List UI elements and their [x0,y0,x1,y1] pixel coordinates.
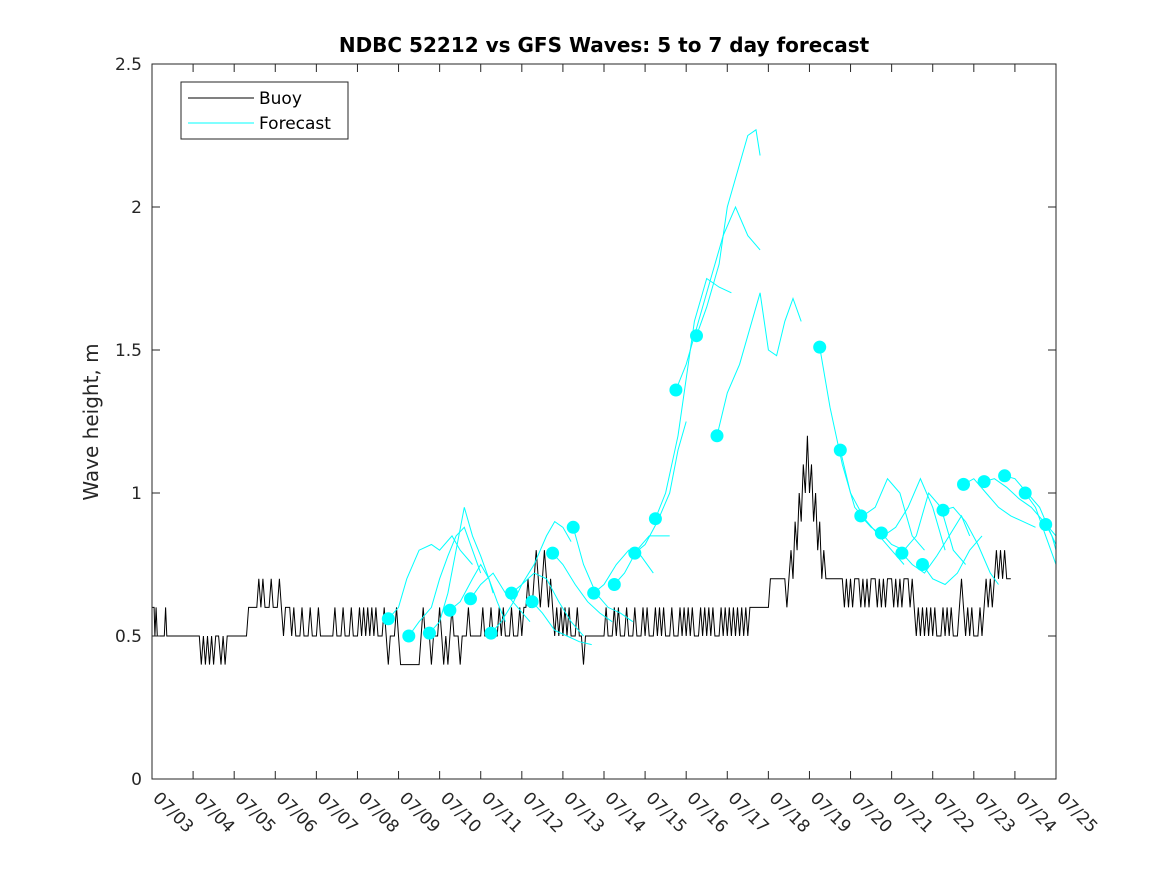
forecast-start-marker-6 [484,626,498,640]
forecast-series-line-20 [860,477,946,551]
series-layer [152,128,1056,666]
forecast-series-line-4 [449,563,506,622]
forecast-series-line-13 [634,421,687,554]
forecast-start-marker-21 [874,526,888,540]
forecast-start-marker-13 [628,546,642,560]
forecast-series-line-10 [572,527,634,623]
forecast-start-marker-18 [813,340,827,354]
forecast-series-line-17 [716,292,802,436]
forecast-start-marker-24 [936,503,950,517]
y-tick-label: 1 [131,484,142,504]
buoy-series-line [152,435,1011,666]
forecast-start-marker-26 [977,475,991,489]
forecast-start-marker-3 [422,626,436,640]
forecast-start-marker-28 [1018,486,1032,500]
forecast-start-marker-4 [443,603,457,617]
forecast-start-marker-22 [895,546,909,560]
legend-box [180,81,349,140]
legend: Buoy Forecast [180,81,349,140]
forecast-start-marker-11 [587,586,601,600]
forecast-start-marker-27 [998,469,1012,483]
y-tick-label: 1.5 [115,341,142,361]
forecast-series-line-15 [675,205,761,391]
forecast-start-marker-12 [607,578,621,591]
chart-title: NDBC 52212 vs GFS Waves: 5 to 7 day fore… [339,33,870,57]
forecast-series-line-2 [408,526,482,637]
forecast-start-marker-8 [525,595,539,609]
y-tick-label: 0.5 [115,627,142,647]
legend-buoy-label: Buoy [259,89,302,109]
y-axis-label: Wave height, m [79,343,103,500]
forecast-series-line-6 [490,520,572,634]
forecast-start-marker-14 [648,512,662,526]
forecast-start-marker-16 [690,329,703,343]
forecast-series-line-8 [531,601,592,646]
forecast-series-line-24 [942,506,999,585]
forecast-start-marker-10 [566,520,580,534]
forecast-series-line-19 [839,449,925,551]
y-tick-label: 2 [131,198,142,218]
forecast-series-line-3 [429,507,494,634]
forecast-series-line-25 [963,478,1036,528]
forecast-start-marker-1 [381,612,395,626]
y-tick-label: 0 [131,770,142,790]
forecast-start-marker-2 [402,629,416,643]
forecast-start-marker-20 [854,509,868,523]
forecast-start-marker-29 [1039,518,1053,531]
forecast-start-marker-17 [710,429,724,443]
forecast-series-line-7 [511,572,584,637]
forecast-start-marker-23 [916,558,929,571]
legend-forecast-label: Forecast [259,114,331,134]
forecast-start-marker-7 [505,586,518,600]
forecast-series-line-9 [552,552,613,623]
forecast-start-marker-5 [464,592,477,606]
forecast-start-marker-25 [957,477,970,491]
forecast-series-line-16 [696,128,761,336]
y-tick-label: 2.5 [115,55,142,75]
forecast-start-marker-15 [669,383,683,397]
forecast-series-line-5 [470,572,531,623]
forecast-series-line-21 [881,491,966,565]
forecast-start-marker-19 [833,443,847,457]
plot-area [152,64,1056,779]
plotted-series [152,128,1056,666]
forecast-series-line-12 [613,535,670,585]
forecast-series-line-22 [901,514,971,574]
forecast-series-line-23 [922,535,983,586]
forecast-series-line-11 [593,549,654,594]
forecast-start-marker-9 [546,546,560,560]
